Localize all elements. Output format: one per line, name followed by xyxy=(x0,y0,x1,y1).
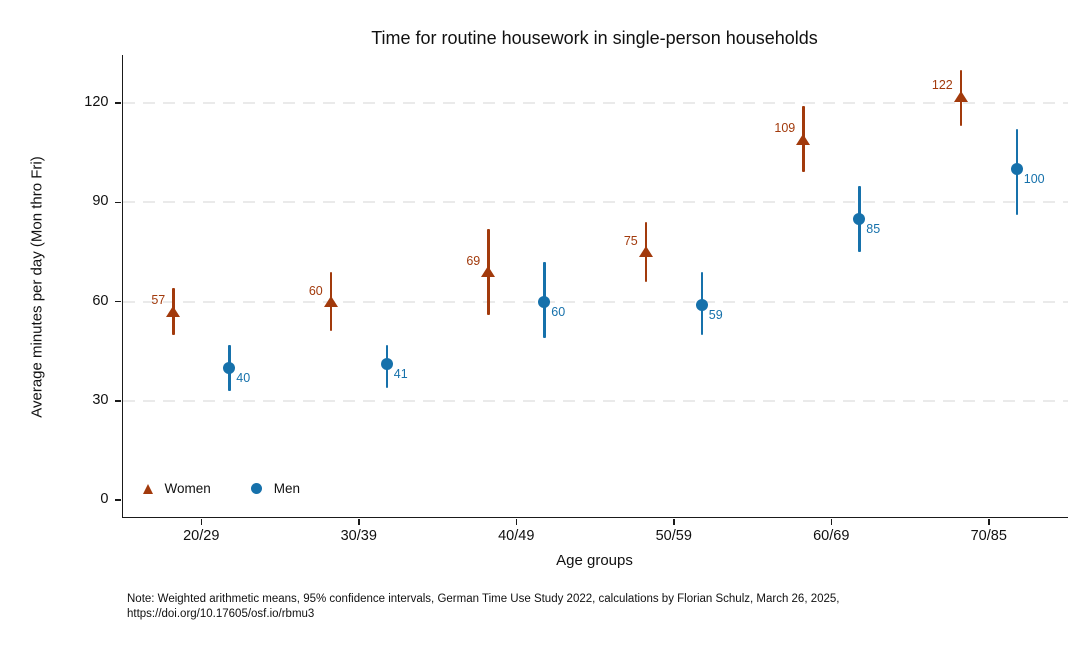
men-circle-icon xyxy=(250,483,262,494)
gridline-y60 xyxy=(122,300,1068,303)
y-tick-label: 0 xyxy=(100,491,109,507)
women-marker-icon xyxy=(796,133,811,145)
x-tick-label: 20/29 xyxy=(183,528,220,544)
men-marker-icon xyxy=(1010,163,1023,176)
y-axis-label: Average minutes per day (Mon thro Fri) xyxy=(28,156,46,418)
x-tick-label: 70/85 xyxy=(970,528,1007,544)
value-label: 75 xyxy=(623,233,638,248)
women-triangle-icon xyxy=(142,483,153,494)
men-marker-icon xyxy=(853,212,866,225)
men-marker-icon xyxy=(223,361,236,374)
y-tick-mark xyxy=(115,400,121,402)
value-label: 57 xyxy=(151,293,166,308)
x-axis-label: Age groups xyxy=(556,552,633,569)
men-marker-icon xyxy=(538,295,551,308)
value-label: 59 xyxy=(708,307,723,322)
x-tick-mark xyxy=(673,518,675,525)
value-label: 69 xyxy=(466,253,481,268)
y-tick-label: 120 xyxy=(84,94,109,110)
x-tick-mark xyxy=(358,518,360,525)
value-label: 60 xyxy=(308,283,323,298)
x-tick-label: 40/49 xyxy=(498,528,535,544)
value-label: 122 xyxy=(931,78,953,93)
value-label: 41 xyxy=(393,367,408,382)
women-marker-icon xyxy=(638,246,653,258)
y-tick-label: 60 xyxy=(92,292,109,309)
source-note-line1: Note: Weighted arithmetic means, 95% con… xyxy=(127,593,840,605)
x-tick-mark xyxy=(515,518,517,525)
men-marker-icon xyxy=(695,298,708,311)
women-marker-icon xyxy=(953,90,968,102)
gridline-y90 xyxy=(122,201,1068,204)
plot-area: Women Men 0 30 60 90 120 20/29 30/39 40/49 50/59… xyxy=(84,55,1068,544)
women-marker-icon xyxy=(323,296,338,307)
legend-label-women: Women xyxy=(164,481,211,496)
source-note-line2: https://doi.org/10.17605/osf.io/rbmu3 xyxy=(127,607,315,620)
source-note: Note: Weighted arithmetic means, 95% con… xyxy=(127,592,840,621)
value-label: 100 xyxy=(1023,172,1045,187)
gridline-y30 xyxy=(122,399,1068,402)
women-marker-icon xyxy=(166,305,181,317)
legend-item-men: Men xyxy=(250,481,301,496)
y-tick-mark xyxy=(115,300,121,303)
x-tick-mark xyxy=(988,518,990,525)
legend-label-men: Men xyxy=(273,481,301,496)
chart-title: Time for routine housework in single-per… xyxy=(371,28,818,48)
value-label: 40 xyxy=(236,370,251,385)
x-tick-label: 50/59 xyxy=(655,528,692,544)
y-tick-mark xyxy=(115,499,121,501)
x-tick-label: 60/69 xyxy=(813,528,850,544)
legend: Women Men xyxy=(142,481,301,496)
x-tick-mark xyxy=(830,518,832,525)
value-label: 109 xyxy=(774,121,796,136)
women-marker-icon xyxy=(481,266,496,278)
y-tick-label: 30 xyxy=(92,391,109,408)
y-tick-label: 90 xyxy=(92,193,109,210)
x-tick-label: 30/39 xyxy=(340,528,377,544)
y-tick-mark xyxy=(115,102,121,104)
men-marker-icon xyxy=(380,358,393,371)
value-label: 60 xyxy=(551,304,566,319)
value-label: 85 xyxy=(866,221,881,236)
x-tick-mark xyxy=(200,518,202,525)
gridline-y120 xyxy=(122,102,1068,104)
legend-item-women: Women xyxy=(142,481,211,496)
y-tick-mark xyxy=(115,201,121,203)
